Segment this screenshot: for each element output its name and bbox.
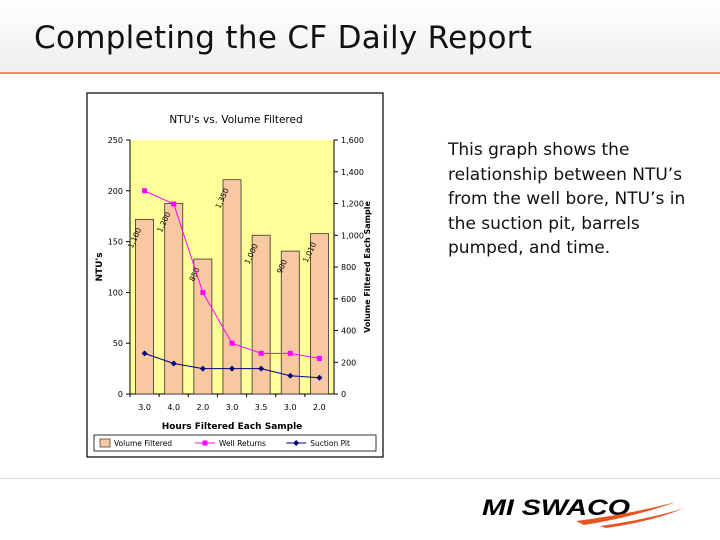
y-tick-label: 50 — [113, 339, 123, 348]
y-tick-label: 100 — [108, 288, 123, 297]
y2-tick-label: 1,200 — [341, 200, 364, 209]
x-tick-label: 2.0 — [313, 403, 326, 412]
point-suction-pit — [141, 350, 148, 357]
legend-swatch — [99, 438, 111, 448]
bar — [135, 218, 155, 395]
legend-box — [93, 434, 377, 452]
x-tick-label: 3.0 — [138, 403, 151, 412]
point-suction-pit — [258, 365, 265, 372]
y-tick-label: 200 — [108, 187, 123, 196]
point-suction-pit — [170, 360, 177, 367]
y2-tick-label: 1,000 — [341, 231, 364, 240]
y2-tick-label: 800 — [341, 263, 356, 272]
y-axis-title: NTU's — [95, 252, 105, 281]
y2-tick-label: 200 — [341, 358, 356, 367]
y2-tick-label: 1,400 — [341, 168, 364, 177]
point-well-returns — [200, 289, 206, 295]
point-suction-pit — [199, 365, 206, 372]
chart-title: NTU's vs. Volume Filtered — [169, 114, 302, 126]
bar — [251, 234, 271, 395]
logo-text: MI SWACO — [482, 495, 630, 520]
y-tick-label: 150 — [108, 238, 123, 247]
bar — [222, 179, 242, 395]
title-band — [0, 0, 720, 72]
legend-label: Well Returns — [219, 439, 266, 448]
y2-axis-title: Volume Filtered Each Sample — [363, 201, 372, 333]
company-logo: MI SWACO — [482, 495, 685, 528]
point-well-returns — [258, 350, 264, 356]
x-axis-title: Hours Filtered Each Sample — [162, 422, 303, 432]
point-well-returns — [142, 188, 148, 194]
slide-title: Completing the CF Daily Report — [34, 20, 533, 56]
point-suction-pit — [287, 372, 294, 379]
y2-tick-label: 600 — [341, 295, 356, 304]
point-well-returns — [316, 355, 322, 361]
x-tick-label: 3.0 — [284, 403, 297, 412]
x-tick-label: 4.0 — [167, 403, 180, 412]
x-tick-label: 2.0 — [196, 403, 209, 412]
x-tick-label: 3.0 — [226, 403, 239, 412]
y-tick-label: 250 — [108, 136, 123, 145]
bar — [193, 258, 213, 395]
y2-tick-label: 0 — [341, 390, 346, 399]
description-text: This graph shows the relationship betwee… — [448, 140, 686, 258]
footer-divider — [0, 478, 720, 479]
legend-marker — [293, 440, 300, 446]
x-tick-label: 3.5 — [255, 403, 268, 412]
chart-container: NTU's vs. Volume Filtered 0 50 100 150 200 250… — [86, 92, 384, 458]
point-well-returns — [171, 201, 177, 207]
title-divider — [0, 72, 720, 74]
bar — [280, 250, 300, 395]
swoosh-icon — [576, 502, 685, 528]
point-well-returns — [229, 340, 235, 346]
legend-marker — [202, 440, 208, 446]
point-well-returns — [287, 350, 293, 356]
point-suction-pit — [316, 374, 323, 381]
ntu-volume-chart: NTU's vs. Volume Filtered 0 50 100 150 200 250… — [86, 92, 384, 458]
y-tick-label: 0 — [118, 390, 123, 399]
y2-tick-label: 1,600 — [341, 136, 364, 145]
legend-label: Volume Filtered — [114, 439, 172, 448]
point-suction-pit — [229, 365, 235, 372]
y2-tick-label: 400 — [341, 327, 356, 336]
bar — [309, 233, 329, 395]
legend-label: Suction Pit — [310, 439, 350, 448]
